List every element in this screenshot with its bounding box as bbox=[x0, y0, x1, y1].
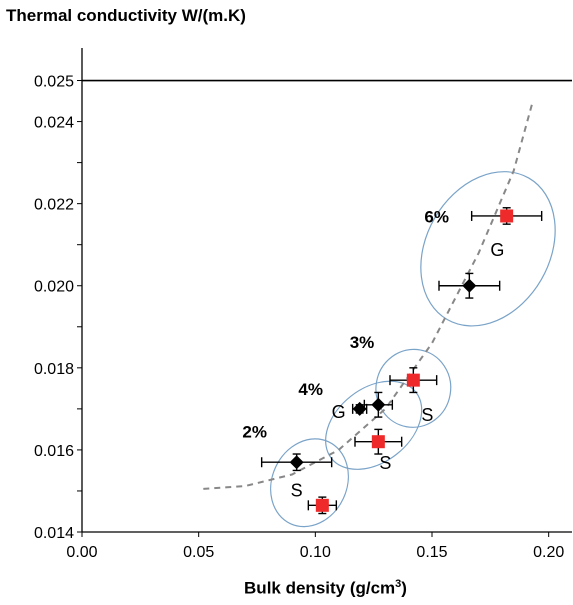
y-tick-label: 0.014 bbox=[34, 525, 74, 542]
square-marker bbox=[316, 499, 329, 512]
x-tick-label: 0.20 bbox=[533, 544, 564, 561]
x-tick-label: 0.15 bbox=[416, 544, 447, 561]
x-axis-title-main: Bulk density (g/cm bbox=[244, 579, 395, 598]
y-tick-label: 0.025 bbox=[34, 74, 74, 91]
group-letter-annotation: S bbox=[421, 405, 433, 425]
y-tick-label: 0.022 bbox=[34, 197, 74, 214]
group-letter-annotation: S bbox=[291, 480, 303, 500]
group-letter-annotation: S bbox=[379, 453, 391, 473]
square-marker bbox=[500, 209, 513, 222]
percent-annotation: 3% bbox=[350, 333, 375, 352]
y-tick-label: 0.024 bbox=[34, 115, 74, 132]
group-ellipse bbox=[257, 426, 363, 539]
x-axis-title-end: ) bbox=[401, 579, 407, 598]
diamond-marker bbox=[290, 455, 304, 469]
y-tick-label: 0.018 bbox=[34, 361, 74, 378]
y-tick-label: 0.016 bbox=[34, 443, 74, 460]
x-tick-label: 0.10 bbox=[300, 544, 331, 561]
group-ellipse bbox=[394, 147, 573, 350]
square-marker bbox=[372, 435, 385, 448]
percent-annotation: 2% bbox=[242, 423, 267, 442]
percent-annotation: 4% bbox=[298, 380, 323, 399]
square-marker bbox=[407, 374, 420, 387]
y-tick-label: 0.020 bbox=[34, 279, 74, 296]
x-tick-label: 0.00 bbox=[66, 544, 97, 561]
percent-annotation: 6% bbox=[424, 208, 449, 227]
x-axis-title: Bulk density (g/cm3) bbox=[0, 578, 573, 599]
group-letter-annotation: G bbox=[490, 240, 504, 260]
group-letter-annotation: G bbox=[332, 402, 346, 422]
x-tick-label: 0.05 bbox=[183, 544, 214, 561]
